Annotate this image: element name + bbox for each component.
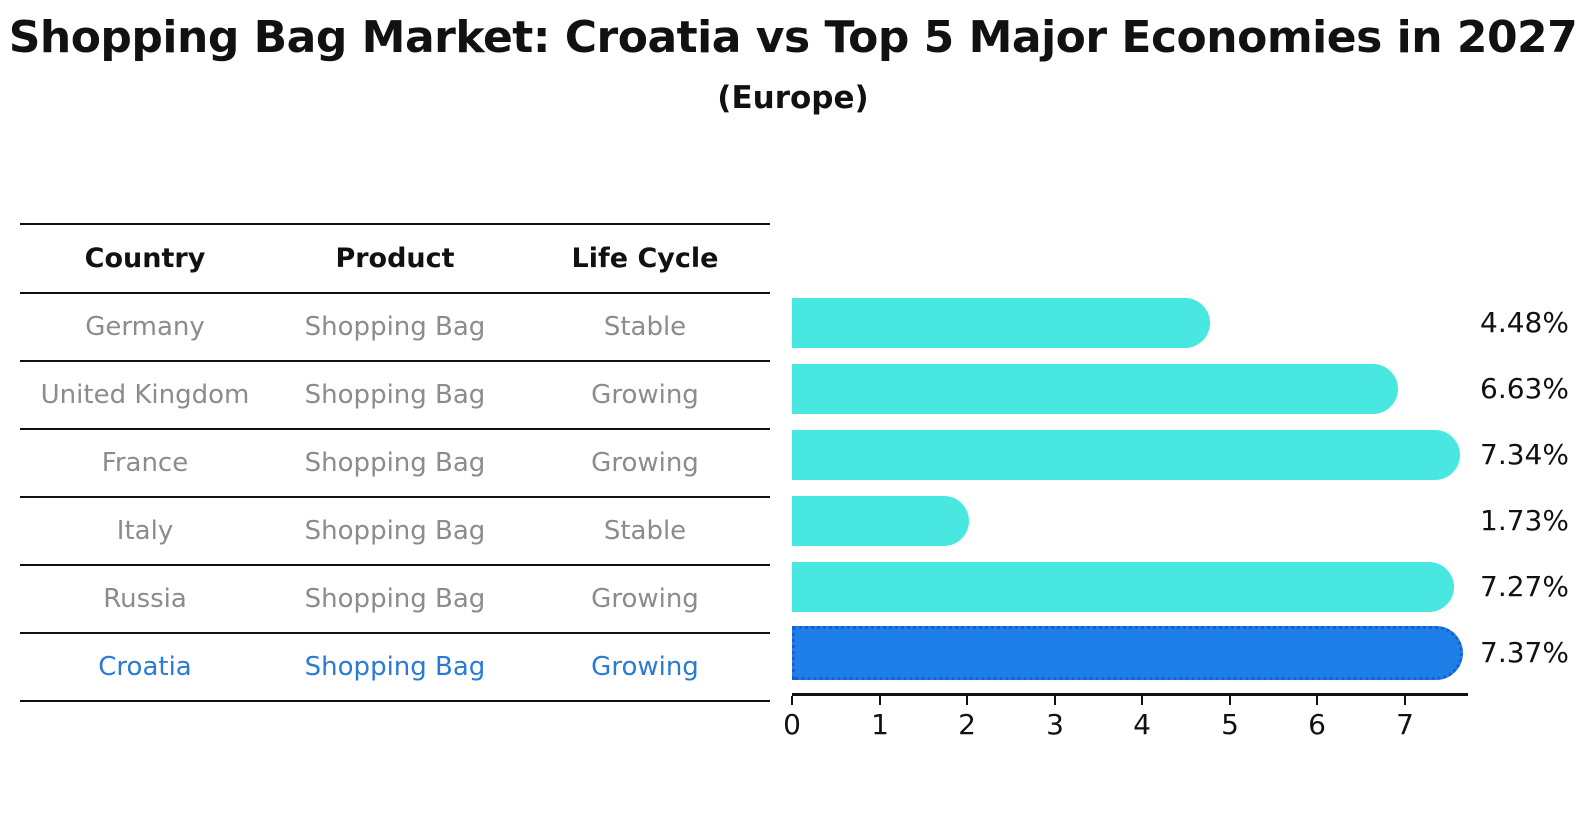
bar-united-kingdom [792, 364, 1398, 414]
value-label-croatia: 7.37% [1480, 636, 1569, 669]
value-label-united-kingdom: 6.63% [1480, 372, 1569, 405]
x-tick-label: 2 [958, 708, 976, 741]
table-row-croatia: Croatia Shopping Bag Growing [20, 634, 770, 702]
cell-lifecycle: Stable [603, 516, 687, 546]
table-row-france: France Shopping Bag Growing [20, 430, 770, 498]
cell-lifecycle: Growing [591, 380, 699, 410]
cell-country: Russia [103, 584, 187, 614]
table-header-row: Country Product Life Cycle [20, 223, 770, 294]
value-label-italy: 1.73% [1480, 504, 1569, 537]
x-axis-tick [791, 696, 793, 705]
bar-russia [792, 562, 1454, 612]
table-row-russia: Russia Shopping Bag Growing [20, 566, 770, 634]
column-header-country: Country [84, 243, 206, 274]
cell-product: Shopping Bag [304, 516, 486, 546]
x-axis-tick [1141, 696, 1143, 705]
chart-title: Shopping Bag Market: Croatia vs Top 5 Ma… [8, 12, 1578, 63]
table-row-united-kingdom: United Kingdom Shopping Bag Growing [20, 362, 770, 430]
x-tick-label: 5 [1221, 708, 1239, 741]
x-axis-tick [1054, 696, 1056, 705]
value-label-russia: 7.27% [1480, 570, 1569, 603]
bar-germany [792, 298, 1210, 348]
x-tick-label: 6 [1308, 708, 1326, 741]
bar-france [792, 430, 1460, 480]
country-table: Country Product Life Cycle Germany Shopp… [20, 223, 770, 702]
cell-product: Shopping Bag [304, 380, 486, 410]
x-axis-tick [1229, 696, 1231, 705]
column-header-lifecycle: Life Cycle [571, 243, 719, 274]
cell-lifecycle: Growing [591, 448, 699, 478]
bar-italy [792, 496, 969, 546]
value-label-france: 7.34% [1480, 438, 1569, 471]
cell-country: Croatia [98, 652, 192, 682]
cell-country: Germany [85, 312, 205, 342]
cell-product: Shopping Bag [304, 448, 486, 478]
cell-product: Shopping Bag [304, 584, 486, 614]
cell-lifecycle: Stable [603, 312, 687, 342]
x-axis-tick [1316, 696, 1318, 705]
x-axis-line [792, 693, 1468, 696]
bar-croatia-highlighted [792, 626, 1463, 680]
table-row-italy: Italy Shopping Bag Stable [20, 498, 770, 566]
x-axis-tick [879, 696, 881, 705]
cell-lifecycle: Growing [591, 584, 699, 614]
cell-lifecycle: Growing [591, 652, 699, 682]
x-axis-tick [966, 696, 968, 705]
column-header-product: Product [335, 243, 455, 274]
x-tick-label: 4 [1133, 708, 1151, 741]
chart-subtitle: (Europe) [717, 80, 869, 116]
value-label-germany: 4.48% [1480, 306, 1569, 339]
x-axis-tick [1404, 696, 1406, 705]
cell-country: France [101, 448, 189, 478]
x-tick-label: 7 [1396, 708, 1414, 741]
x-tick-label: 3 [1046, 708, 1064, 741]
cell-product: Shopping Bag [304, 652, 486, 682]
x-tick-label: 0 [783, 708, 801, 741]
table-row-germany: Germany Shopping Bag Stable [20, 294, 770, 362]
x-tick-label: 1 [871, 708, 889, 741]
cell-country: United Kingdom [40, 380, 250, 410]
cell-country: Italy [116, 516, 174, 546]
cell-product: Shopping Bag [304, 312, 486, 342]
